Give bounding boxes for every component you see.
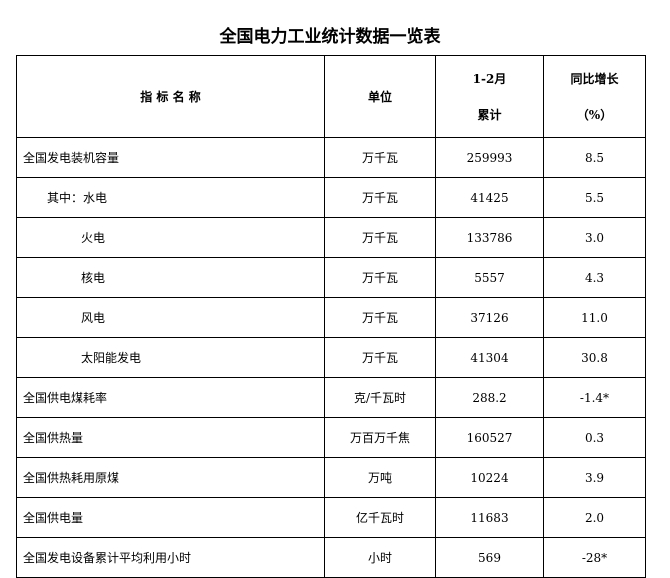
cell-unit: 克/千瓦时 (324, 377, 436, 418)
cell-name: 全国供电煤耗率 (16, 377, 325, 418)
table-row: 风电 万千瓦 37126 11.0 (16, 297, 646, 338)
cell-value: 41425 (435, 177, 544, 218)
cell-name: 全国供电量 (16, 497, 325, 538)
cell-name: 全国供热量 (16, 417, 325, 458)
cell-value: 160527 (435, 417, 544, 458)
cell-growth: 3.9 (543, 457, 646, 498)
table-row: 其中：水电 万千瓦 41425 5.5 (16, 177, 646, 218)
table-row: 太阳能发电 万千瓦 41304 30.8 (16, 337, 646, 378)
cell-unit: 万千瓦 (324, 177, 436, 218)
table-row: 全国供热耗用原煤 万吨 10224 3.9 (16, 457, 646, 498)
cell-name: 全国发电装机容量 (16, 137, 325, 178)
cell-growth: -1.4* (543, 377, 646, 418)
cell-unit: 小时 (324, 537, 436, 578)
statistics-table: 指 标 名 称 单位 1-2月 累计 同比增长 （%） 全国发电装机容量 万千瓦 259… (16, 55, 646, 578)
cell-value: 259993 (435, 137, 544, 178)
cell-growth: 11.0 (543, 297, 646, 338)
header-growth-line1: 同比增长 (570, 71, 619, 86)
cell-value: 37126 (435, 297, 544, 338)
cell-value: 5557 (435, 257, 544, 298)
table-row: 全国发电设备累计平均利用小时 小时 569 -28* (16, 537, 646, 578)
table-row: 全国供热量 万百万千焦 160527 0.3 (16, 417, 646, 458)
cell-unit: 万吨 (324, 457, 436, 498)
cell-unit: 万百万千焦 (324, 417, 436, 458)
cell-growth: 4.3 (543, 257, 646, 298)
header-period: 1-2月累计 (435, 55, 544, 138)
page-title: 全国电力工业统计数据一览表 (219, 27, 441, 47)
cell-growth: 0.3 (543, 417, 646, 458)
cell-growth: 3.0 (543, 217, 646, 258)
cell-unit: 万千瓦 (324, 257, 436, 298)
cell-value: 41304 (435, 337, 544, 378)
cell-growth: 2.0 (543, 497, 646, 538)
table-header: 指 标 名 称 单位 1-2月累计 同比增长 （%） (16, 55, 646, 138)
header-growth: 同比增长 （%） (543, 55, 646, 138)
cell-value: 133786 (435, 217, 544, 258)
header-period-line1: 1-2月 (472, 71, 507, 86)
header-unit: 单位 (324, 55, 436, 138)
cell-name: 风电 (16, 297, 325, 338)
cell-name: 其中：水电 (16, 177, 325, 218)
cell-growth: -28* (543, 537, 646, 578)
cell-name: 核电 (16, 257, 325, 298)
cell-name: 太阳能发电 (16, 337, 325, 378)
cell-value: 569 (435, 537, 544, 578)
header-growth-line2: （%） (576, 107, 613, 122)
table-row: 全国供电煤耗率 克/千瓦时 288.2 -1.4* (16, 377, 646, 418)
cell-unit: 万千瓦 (324, 297, 436, 338)
cell-name: 全国供热耗用原煤 (16, 457, 325, 498)
cell-value: 11683 (435, 497, 544, 538)
cell-unit: 万千瓦 (324, 337, 436, 378)
header-period-line2: 累计 (477, 107, 502, 122)
table-row: 全国供电量 亿千瓦时 11683 2.0 (16, 497, 646, 538)
cell-growth: 30.8 (543, 337, 646, 378)
cell-growth: 5.5 (543, 177, 646, 218)
cell-value: 10224 (435, 457, 544, 498)
table-row: 核电 万千瓦 5557 4.3 (16, 257, 646, 298)
cell-unit: 万千瓦 (324, 217, 436, 258)
cell-name: 全国发电设备累计平均利用小时 (16, 537, 325, 578)
header-name: 指 标 名 称 (16, 55, 325, 138)
cell-value: 288.2 (435, 377, 544, 418)
table-row: 全国发电装机容量 万千瓦 259993 8.5 (16, 137, 646, 178)
cell-unit: 万千瓦 (324, 137, 436, 178)
cell-name: 火电 (16, 217, 325, 258)
cell-unit: 亿千瓦时 (324, 497, 436, 538)
table-row: 火电 万千瓦 133786 3.0 (16, 217, 646, 258)
cell-growth: 8.5 (543, 137, 646, 178)
